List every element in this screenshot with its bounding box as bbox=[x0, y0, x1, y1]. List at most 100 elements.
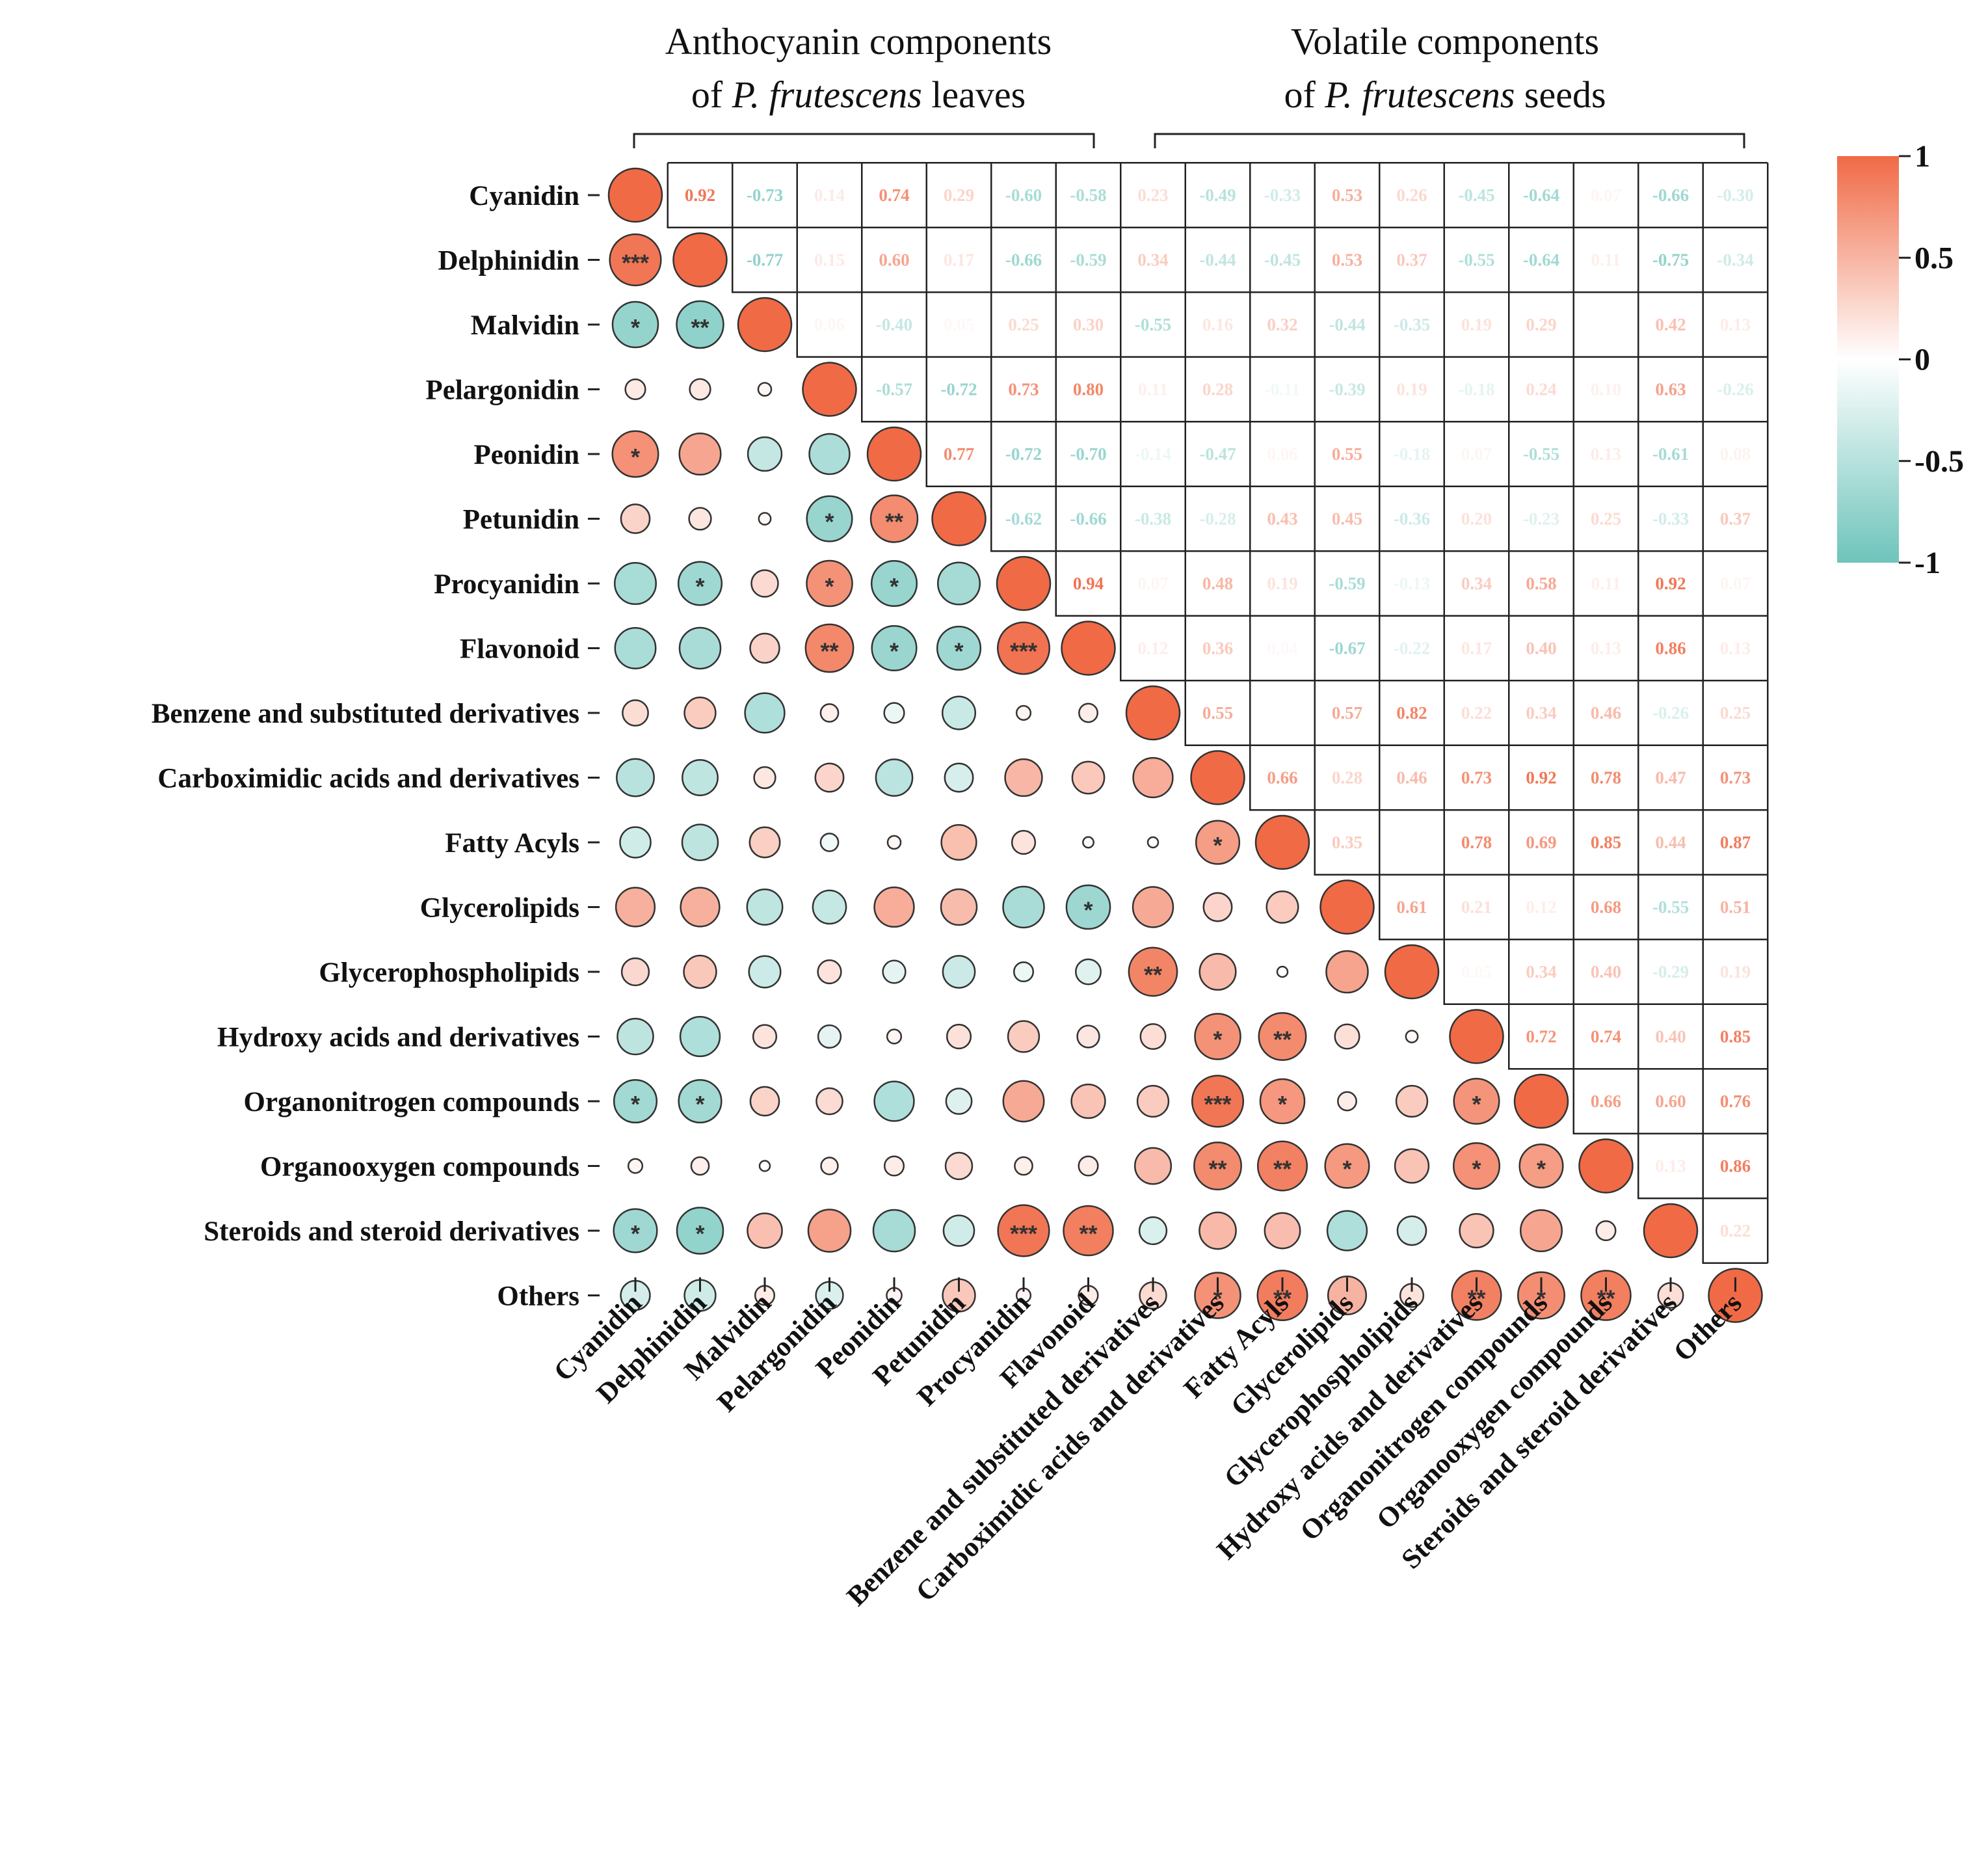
corr-value-6-13: 0.34 bbox=[1461, 574, 1492, 593]
corr-circle-12-12 bbox=[1384, 944, 1440, 1000]
corr-circle-1-0 bbox=[609, 233, 662, 287]
corr-circle-12-5 bbox=[942, 955, 976, 989]
corr-value-0-9: -0.49 bbox=[1199, 185, 1236, 205]
corr-circle-3-1 bbox=[689, 378, 711, 401]
corr-circle-11-6 bbox=[1002, 885, 1045, 929]
corr-value-12-15: 0.40 bbox=[1591, 962, 1621, 982]
corr-value-2-13: 0.19 bbox=[1461, 315, 1492, 334]
sig-mark-11-7: * bbox=[1083, 897, 1093, 924]
corr-circle-4-2 bbox=[747, 436, 783, 472]
corr-value-2-9: 0.16 bbox=[1202, 315, 1233, 334]
corr-circle-13-3 bbox=[817, 1024, 842, 1049]
row-label-pelargonidin: Pelargonidin bbox=[425, 375, 579, 406]
corr-circle-7-0 bbox=[614, 627, 657, 669]
corr-circle-8-7 bbox=[1078, 703, 1098, 723]
corr-circle-13-8 bbox=[1139, 1023, 1167, 1050]
corr-value-6-8: 0.07 bbox=[1137, 574, 1168, 593]
colorbar-tick-label-0: 0 bbox=[1915, 343, 1930, 377]
corr-value-2-11: -0.44 bbox=[1329, 315, 1365, 334]
sig-mark-14-0: * bbox=[631, 1091, 640, 1118]
corr-circle-16-10 bbox=[1264, 1212, 1301, 1250]
corr-circle-0-0 bbox=[607, 167, 663, 223]
corr-value-1-16: -0.75 bbox=[1652, 250, 1689, 270]
corr-circle-7-6 bbox=[996, 621, 1051, 675]
corr-value-3-6: 0.73 bbox=[1008, 380, 1039, 399]
corr-circle-7-5 bbox=[936, 625, 982, 671]
corr-circle-12-0 bbox=[620, 957, 650, 987]
corr-circle-17-11 bbox=[1327, 1275, 1368, 1316]
corr-circle-17-13 bbox=[1451, 1270, 1502, 1321]
sig-mark-14-10: * bbox=[1278, 1091, 1287, 1118]
corr-circle-2-2 bbox=[737, 297, 793, 353]
corr-circle-13-0 bbox=[616, 1017, 654, 1056]
group-bracket-leaves bbox=[633, 133, 1095, 148]
upper-triangle-grid bbox=[667, 162, 1769, 1264]
corr-circle-10-3 bbox=[819, 833, 840, 852]
corr-value-0-1: 0.92 bbox=[685, 185, 715, 205]
corr-value-4-15: 0.13 bbox=[1591, 444, 1621, 464]
corr-value-1-9: -0.44 bbox=[1199, 250, 1236, 270]
corr-value-0-5: 0.29 bbox=[944, 185, 974, 205]
corr-value-10-15: 0.85 bbox=[1591, 833, 1621, 852]
corr-value-8-9: 0.55 bbox=[1202, 703, 1233, 723]
corr-value-3-13: -0.18 bbox=[1458, 380, 1494, 399]
corr-value-0-8: 0.23 bbox=[1137, 185, 1168, 205]
corr-circle-16-6 bbox=[997, 1204, 1050, 1257]
corr-circle-13-4 bbox=[886, 1028, 903, 1045]
corr-circle-12-2 bbox=[748, 955, 782, 989]
corr-value-6-9: 0.48 bbox=[1202, 574, 1233, 593]
corr-circle-16-5 bbox=[942, 1214, 975, 1247]
corr-value-14-16: 0.60 bbox=[1655, 1091, 1686, 1111]
sig-mark-16-0: * bbox=[631, 1220, 640, 1247]
corr-circle-14-1 bbox=[678, 1078, 722, 1124]
group-label-leaves-species: P. frutescens bbox=[732, 74, 922, 116]
corr-value-1-17: -0.34 bbox=[1717, 250, 1753, 270]
corr-value-1-4: 0.60 bbox=[879, 250, 909, 270]
corr-value-3-4: -0.57 bbox=[876, 380, 912, 399]
corr-circle-15-15 bbox=[1578, 1138, 1634, 1194]
corr-circle-3-3 bbox=[802, 362, 857, 417]
sig-mark-13-9: * bbox=[1213, 1026, 1222, 1053]
corr-circle-15-0 bbox=[627, 1158, 644, 1174]
colorbar-tick-label-1: 1 bbox=[1915, 139, 1930, 174]
corr-value-2-16: 0.42 bbox=[1655, 315, 1686, 334]
corr-value-3-8: 0.11 bbox=[1138, 380, 1168, 399]
corr-value-9-12: 0.46 bbox=[1396, 768, 1427, 788]
corr-circle-16-4 bbox=[872, 1209, 916, 1253]
corr-circle-10-8 bbox=[1146, 836, 1160, 849]
corr-circle-13-6 bbox=[1007, 1020, 1040, 1053]
sig-mark-14-1: * bbox=[695, 1091, 704, 1118]
corr-value-5-12: -0.36 bbox=[1394, 509, 1430, 529]
corr-circle-1-1 bbox=[672, 232, 728, 288]
corr-value-5-9: -0.28 bbox=[1199, 509, 1236, 529]
corr-circle-16-9 bbox=[1199, 1211, 1237, 1250]
corr-value-2-17: 0.13 bbox=[1720, 315, 1751, 334]
corr-circle-12-1 bbox=[683, 954, 717, 989]
group-label-leaves-prefix: of bbox=[691, 74, 732, 116]
corr-value-7-12: -0.22 bbox=[1394, 639, 1430, 658]
corr-value-3-9: 0.28 bbox=[1202, 380, 1233, 399]
sig-mark-16-1: * bbox=[695, 1220, 704, 1247]
corr-value-4-6: -0.72 bbox=[1005, 444, 1042, 464]
corr-value-0-15: 0.07 bbox=[1591, 185, 1621, 205]
corr-value-4-12: -0.18 bbox=[1394, 444, 1430, 464]
sig-mark-2-0: * bbox=[631, 314, 640, 341]
row-label-fatty-acyls: Fatty Acyls bbox=[445, 828, 579, 859]
corr-circle-11-1 bbox=[680, 887, 721, 928]
colorbar-tick-label-1: -1 bbox=[1915, 546, 1941, 580]
corr-circle-12-7 bbox=[1075, 958, 1102, 985]
corr-circle-5-4 bbox=[869, 494, 919, 543]
corr-value-0-13: -0.45 bbox=[1458, 185, 1494, 205]
sig-mark-15-11: * bbox=[1342, 1156, 1351, 1183]
corr-value-4-14: -0.55 bbox=[1523, 444, 1559, 464]
corr-circle-10-6 bbox=[1011, 829, 1037, 855]
corr-value-5-6: -0.62 bbox=[1005, 509, 1042, 529]
corr-value-2-5: 0.05 bbox=[944, 315, 974, 334]
group-label-seeds-species: P. frutescens bbox=[1324, 74, 1515, 116]
corr-value-9-16: 0.47 bbox=[1655, 768, 1686, 788]
corr-circle-9-7 bbox=[1071, 760, 1106, 795]
corr-circle-12-8 bbox=[1128, 946, 1178, 997]
corr-circle-8-4 bbox=[883, 702, 905, 724]
corr-value-7-11: -0.67 bbox=[1329, 639, 1365, 658]
corr-circle-8-8 bbox=[1125, 685, 1181, 741]
